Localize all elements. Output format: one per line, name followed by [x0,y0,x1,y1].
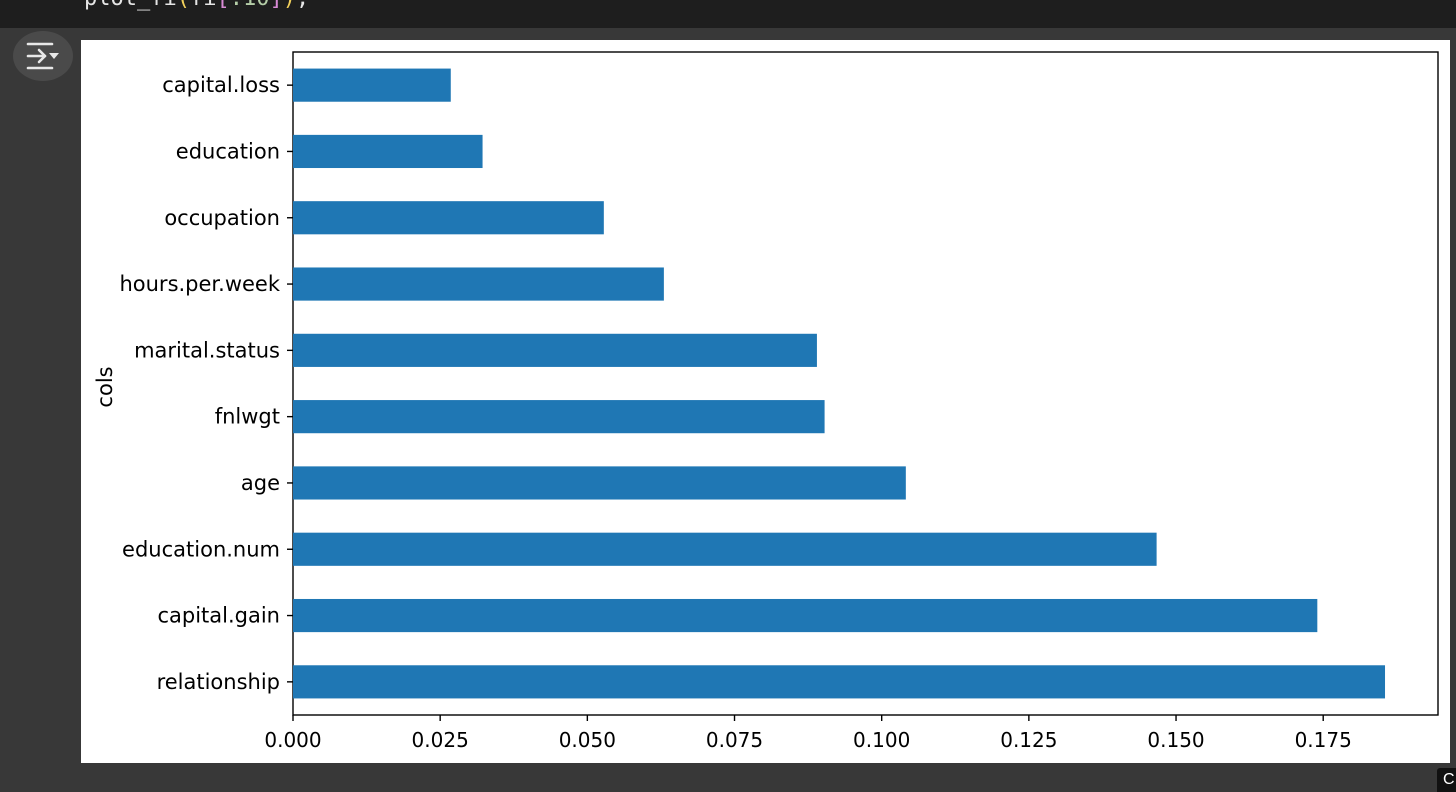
code-function: plot_fi [84,0,177,11]
x-axis-ticks: 0.000 0.025 0.050 0.075 0.100 0.125 0.150 0.175 [264,715,1352,752]
bars-group [293,68,1386,699]
y-tick-label: fnlwgt [215,405,280,429]
y-tick-label: education.num [122,537,280,561]
x-tick-label: 0.175 [1295,728,1352,752]
y-axis-label: cols [93,366,117,407]
y-axis-ticks: relationship capital.gain education.num age… [119,73,293,694]
corner-badge[interactable]: C [1437,768,1456,792]
y-tick-label: age [241,471,280,495]
y-tick-label: occupation [164,206,280,230]
y-tick-label: capital.loss [162,73,280,97]
code-line[interactable]: plot_fi(fi[:10]); [84,0,309,14]
bar-age [293,466,906,500]
bar-hours-per-week [293,267,664,301]
y-tick-label: marital.status [134,338,280,362]
bar-capital-loss [293,68,451,102]
y-tick-label: education [176,139,280,163]
bar-fnlwgt [293,400,825,434]
y-tick-label: relationship [157,670,280,694]
plot-frame [292,51,1439,716]
bar-marital-status [293,333,817,367]
x-tick-label: 0.025 [412,728,469,752]
bar-education [293,134,483,169]
x-tick-label: 0.100 [853,728,910,752]
output-toggle-button[interactable] [13,31,73,81]
cell-output: relationship capital.gain education.num age… [81,40,1450,763]
code-close-bracket: ] [269,0,282,11]
bar-occupation [293,201,604,235]
code-cell[interactable]: plot_fi(fi[:10]); [0,0,1456,28]
y-tick-label: capital.gain [157,604,280,628]
x-tick-label: 0.075 [706,728,763,752]
bar-education-num [293,532,1157,566]
x-tick-label: 0.000 [264,728,321,752]
code-argument: fi [190,0,217,11]
code-close-paren: ) [283,0,296,11]
output-toggle-icon [26,42,59,70]
y-tick-label: hours.per.week [119,272,280,296]
code-slice: :10 [230,0,270,11]
feature-importance-chart: relationship capital.gain education.num age… [93,51,1439,752]
x-tick-label: 0.050 [559,728,616,752]
bar-relationship [293,665,1386,699]
code-terminator: ; [296,0,309,11]
code-open-paren: ( [177,0,190,11]
x-tick-label: 0.125 [1000,728,1057,752]
bar-capital-gain [293,598,1318,633]
code-open-bracket: [ [216,0,229,11]
x-tick-label: 0.150 [1147,728,1204,752]
